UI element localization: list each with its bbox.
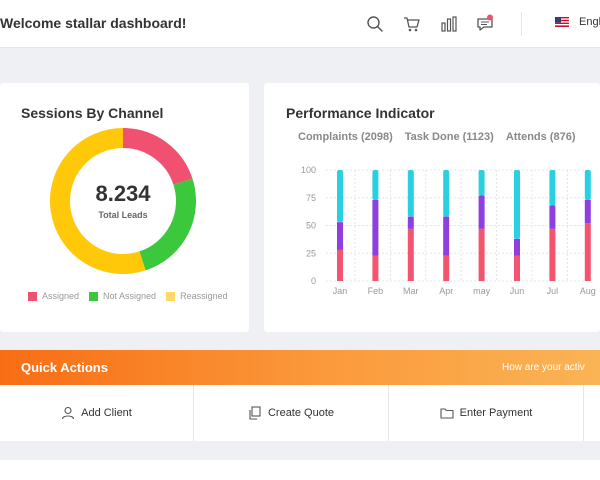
x-tick-label: Jun [510,286,525,296]
bar-segment-jan-2[interactable] [337,170,343,223]
qa-divider [583,385,584,441]
bar-segment-jul-1[interactable] [549,205,556,229]
legend-label-assigned: Assigned [42,291,80,301]
sessions-donut: 8.234 Total Leads [50,128,196,274]
language-label: Engl [579,16,600,28]
kpi-task-done[interactable]: Task Done (1123) [404,131,494,143]
bar-segment-jun-1[interactable] [514,238,520,256]
cart-icon[interactable] [401,13,423,35]
bar-segment-apr-2[interactable] [443,170,450,217]
performance-chart: 0 25 50 75 100 Jan Feb Mar Apr may Jun Jul Aug [290,160,600,302]
x-tick-label: Aug [580,286,596,296]
x-tick-label: Feb [368,286,384,296]
bar-segment-jan-0[interactable] [337,249,343,281]
bar-segment-jul-2[interactable] [549,170,556,206]
us-flag-icon [555,17,569,27]
bar-segment-aug-1[interactable] [584,199,591,224]
legend-label-reassigned: Reassigned [180,291,228,301]
quick-actions-row: Add Client Create Quote Enter Payment [0,385,600,441]
topbar-divider [521,12,522,36]
language-selector[interactable]: Engl [555,16,600,28]
x-tick-label: Jan [333,286,348,296]
top-bar: Welcome stallar dashboard! Engl [0,0,600,48]
add-client-label: Add Client [81,407,132,419]
user-icon [62,406,75,420]
bar-segment-mar-0[interactable] [407,228,414,281]
quick-actions-title: Quick Actions [21,360,108,375]
bar-segment-apr-1[interactable] [443,216,450,256]
bar-segment-jun-2[interactable] [514,170,520,239]
bar-segment-may-1[interactable] [478,195,485,229]
legend-reassigned: Reassigned [166,291,228,301]
performance-kpis: Complaints (2098) Task Done (1123) Atten… [298,131,576,143]
performance-card [264,83,600,332]
chat-icon[interactable] [475,13,497,35]
legend-swatch-not-assigned [89,291,99,301]
performance-title: Performance Indicator [286,105,435,121]
sessions-title: Sessions By Channel [21,105,164,121]
bar-segment-aug-2[interactable] [584,170,591,200]
donut-slice-not-assigned[interactable] [138,178,196,271]
x-tick-label: Jul [547,286,559,296]
x-tick-label: Apr [439,286,453,296]
bar-segment-aug-0[interactable] [584,223,591,281]
bar-segment-jan-1[interactable] [337,222,343,250]
kpi-complaints[interactable]: Complaints (2098) [298,131,393,143]
bar-segment-jul-0[interactable] [549,228,556,281]
qa-divider [388,385,389,441]
donut-slice-reassigned[interactable] [50,128,146,274]
enter-payment-label: Enter Payment [459,407,533,419]
legend-assigned: Assigned [28,291,79,301]
legend-swatch-assigned [28,291,37,301]
y-tick-label: 25 [306,248,316,258]
search-icon[interactable] [364,13,386,35]
bar-segment-jun-0[interactable] [514,255,520,281]
bar-segment-may-2[interactable] [478,170,485,196]
folder-icon [440,408,454,419]
qa-divider [193,385,194,441]
bar-segment-feb-2[interactable] [372,170,379,200]
bar-segment-feb-1[interactable] [372,199,379,256]
total-leads-value: 8.234 [95,180,151,206]
bar-segment-apr-0[interactable] [443,255,450,281]
add-client-button[interactable]: Add Client [0,385,193,441]
welcome-title: Welcome stallar dashboard! [0,15,187,31]
sessions-legend: Assigned Not Assigned Reassigned [28,291,228,301]
bar-segment-may-0[interactable] [478,228,485,281]
total-leads-label: Total Leads [98,209,148,220]
create-quote-label: Create Quote [267,407,335,419]
y-tick-label: 100 [301,165,316,175]
bar-chart-icon[interactable] [438,13,460,35]
legend-swatch-reassigned [166,291,176,301]
y-tick-label: 75 [306,193,316,203]
notification-dot [487,14,493,21]
enter-payment-button[interactable]: Enter Payment [389,385,583,441]
quick-actions-banner: Quick Actions How are your activ [0,350,600,385]
bar-segment-mar-1[interactable] [407,216,414,229]
documents-icon [249,406,261,420]
legend-label-not-assigned: Not Assigned [103,291,157,301]
x-tick-label: may [473,286,491,296]
bar-segment-feb-0[interactable] [372,255,379,281]
sessions-card [0,83,249,332]
bar-segment-mar-2[interactable] [407,170,414,217]
y-tick-label: 0 [311,276,316,286]
x-tick-label: Mar [403,286,419,296]
legend-not-assigned: Not Assigned [89,291,156,301]
bottom-panel [0,460,600,480]
donut-slice-assigned[interactable] [122,128,193,186]
create-quote-button[interactable]: Create Quote [194,385,388,441]
quick-actions-subtitle: How are your activ [502,362,585,373]
kpi-attends[interactable]: Attends (876) [505,131,576,143]
y-tick-label: 50 [306,221,316,231]
